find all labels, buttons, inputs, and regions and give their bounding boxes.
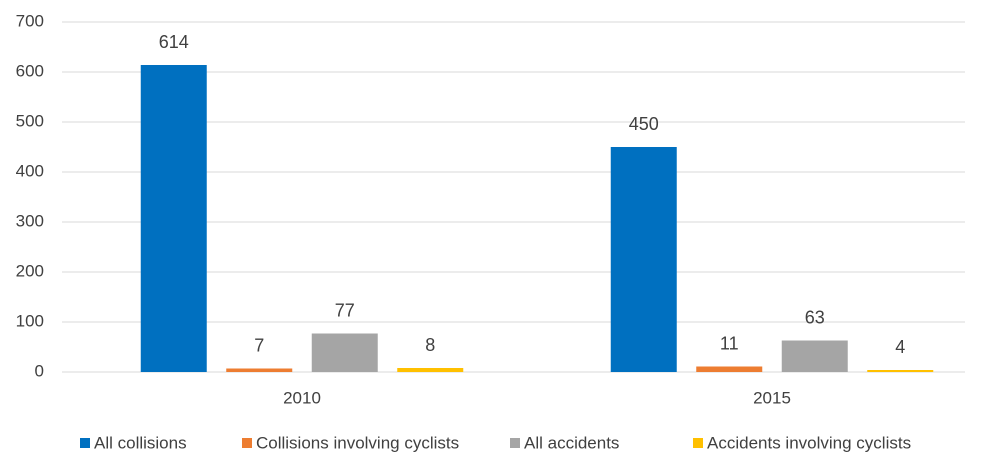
bar: [610, 147, 677, 372]
y-tick-label: 600: [16, 61, 44, 80]
legend-swatch: [242, 438, 252, 448]
x-tick-label: 2010: [283, 388, 321, 407]
data-label: 614: [159, 32, 189, 52]
legend-label: All accidents: [524, 433, 619, 452]
data-label: 7: [254, 335, 264, 355]
data-label: 63: [805, 307, 825, 327]
data-label: 4: [895, 337, 905, 357]
legend-swatch: [80, 438, 90, 448]
bar: [311, 333, 378, 372]
bar: [397, 368, 464, 372]
y-tick-label: 100: [16, 311, 44, 330]
x-tick-label: 2015: [753, 388, 791, 407]
y-tick-label: 500: [16, 111, 44, 130]
y-tick-label: 0: [35, 361, 44, 380]
data-label: 8: [425, 335, 435, 355]
bar: [140, 65, 207, 372]
bar: [226, 368, 293, 372]
bar: [696, 366, 763, 372]
bar: [867, 370, 934, 372]
legend-label: Accidents involving cyclists: [707, 433, 911, 452]
data-label: 450: [629, 114, 659, 134]
legend-swatch: [510, 438, 520, 448]
bar: [781, 340, 848, 372]
data-label: 77: [335, 300, 355, 320]
legend-swatch: [693, 438, 703, 448]
y-tick-label: 700: [16, 11, 44, 30]
legend-label: Collisions involving cyclists: [256, 433, 459, 452]
data-label: 11: [720, 333, 739, 353]
y-tick-label: 400: [16, 161, 44, 180]
y-tick-label: 300: [16, 211, 44, 230]
legend-label: All collisions: [94, 433, 187, 452]
y-tick-label: 200: [16, 261, 44, 280]
